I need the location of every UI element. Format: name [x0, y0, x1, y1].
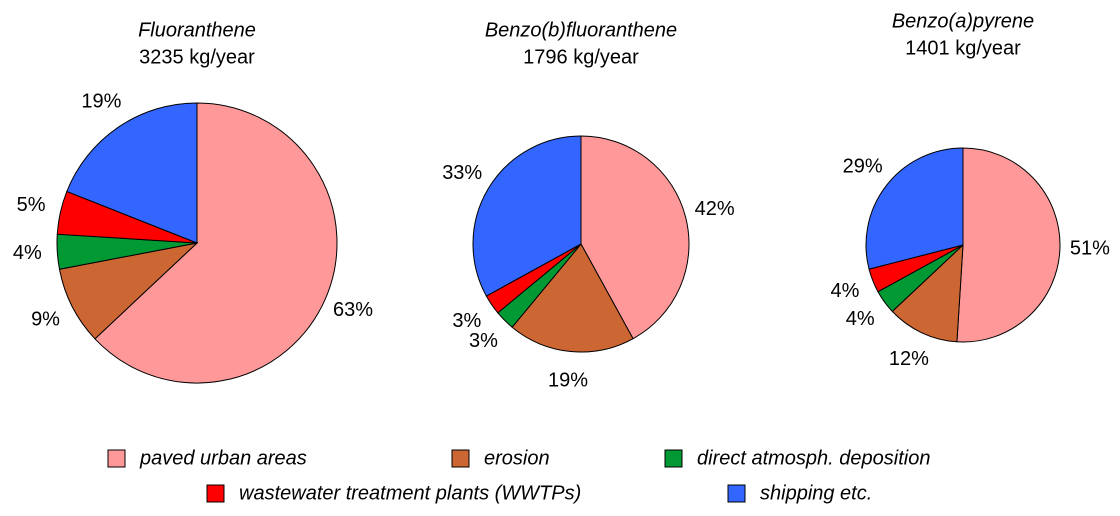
data-label: 4% [830, 280, 859, 302]
legend-swatch [727, 484, 746, 503]
legend-swatch [664, 449, 683, 468]
pie-slice [865, 147, 964, 270]
pie-slice [956, 147, 1061, 343]
data-label: 19% [548, 370, 588, 392]
chart-title: Benzo(a)pyrene [892, 10, 1034, 32]
chart-title: Benzo(b)fluoranthene [485, 19, 677, 41]
legend-swatch [107, 449, 126, 468]
data-label: 3% [469, 330, 498, 352]
pie-slice [66, 102, 198, 244]
data-label: 12% [889, 348, 929, 370]
chart-subtitle: 3235 kg/year [139, 46, 255, 68]
data-label: 51% [1070, 237, 1110, 259]
pie-slice [472, 135, 582, 297]
legend-swatch [206, 484, 225, 503]
pie-slice [511, 243, 634, 353]
data-label: 9% [31, 308, 60, 330]
legend-label: paved urban areas [139, 447, 307, 469]
pie-slice [580, 135, 690, 340]
chart-title: Fluoranthene [138, 19, 256, 41]
data-label: 42% [695, 198, 735, 220]
chart-subtitle: 1401 kg/year [905, 37, 1021, 59]
chart-subtitle: 1796 kg/year [523, 46, 639, 68]
data-label: 4% [846, 308, 875, 330]
data-label: 3% [452, 310, 481, 332]
legend-label: direct atmosph. deposition [697, 447, 930, 469]
legend-label: wastewater treatment plants (WWTPs) [239, 482, 581, 504]
legend-label: shipping etc. [760, 482, 872, 504]
pie-slice [891, 243, 964, 343]
legend-swatch [451, 449, 470, 468]
data-label: 29% [843, 155, 883, 177]
data-label: 33% [442, 162, 482, 184]
pie-slice [94, 102, 338, 384]
data-label: 4% [13, 242, 42, 264]
data-label: 19% [81, 91, 121, 113]
data-label: 5% [17, 194, 46, 216]
pie-slice [58, 242, 199, 340]
data-label: 63% [333, 299, 373, 321]
legend-label: erosion [484, 447, 550, 469]
